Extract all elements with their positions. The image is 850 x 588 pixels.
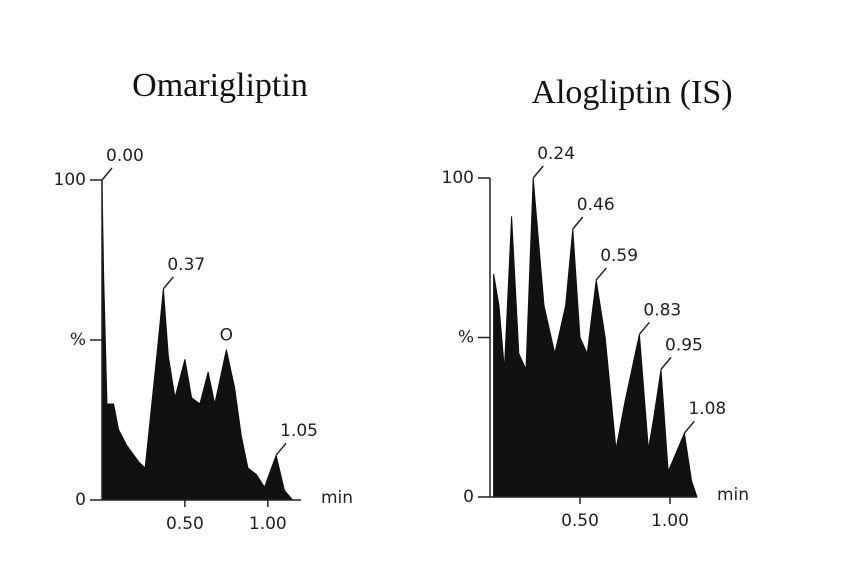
peak-label: 1.05 xyxy=(280,421,318,441)
peak-leader xyxy=(595,267,607,281)
x-axis-label: min xyxy=(321,488,353,508)
peak-label: O xyxy=(220,326,233,346)
y-tick-label: 0 xyxy=(463,487,474,507)
y-tick-label: 100 xyxy=(442,168,474,188)
peak-label: 0.37 xyxy=(167,255,205,275)
y-tick-label: 100 xyxy=(54,170,86,190)
peak-leader xyxy=(101,167,113,181)
peak-label: 0.24 xyxy=(537,144,575,164)
peak-label: 0.95 xyxy=(665,335,703,355)
x-tick-label: 0.50 xyxy=(166,514,204,534)
x-tick-label: 1.00 xyxy=(651,511,689,531)
peak-leader xyxy=(275,442,287,456)
peak-label: 1.08 xyxy=(688,399,726,419)
chart-title: Omarigliptin xyxy=(132,67,308,104)
x-tick-label: 0.50 xyxy=(561,511,599,531)
chart-title: Alogliptin (IS) xyxy=(531,74,732,111)
peak-leader xyxy=(572,216,584,230)
y-tick-label: % xyxy=(458,328,474,348)
y-tick-label: % xyxy=(70,330,86,350)
peak-label: 0.00 xyxy=(106,146,144,166)
x-tick-label: 1.00 xyxy=(249,514,287,534)
chromatogram-area xyxy=(101,179,294,501)
x-axis-label: min xyxy=(717,485,749,505)
peak-leader xyxy=(683,420,695,434)
y-tick-label: 0 xyxy=(75,490,86,510)
peak-label: 0.46 xyxy=(577,195,615,215)
peak-leader xyxy=(660,356,672,370)
peak-leader xyxy=(638,321,650,335)
peak-label: 0.59 xyxy=(600,246,638,266)
peak-label: 0.83 xyxy=(643,300,681,320)
peak-leader xyxy=(162,276,174,290)
chromatogram-area xyxy=(493,177,698,498)
peak-leader xyxy=(532,165,544,179)
